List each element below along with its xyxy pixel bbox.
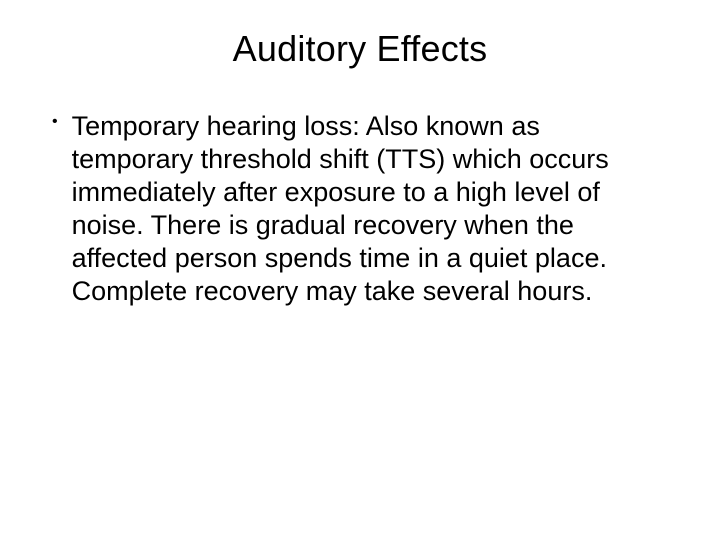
slide-title: Auditory Effects [52,28,668,70]
bullet-item: • Temporary hearing loss: Also known as … [52,110,668,308]
bullet-text: Temporary hearing loss: Also known as te… [72,110,668,308]
bullet-marker: • [52,112,58,132]
